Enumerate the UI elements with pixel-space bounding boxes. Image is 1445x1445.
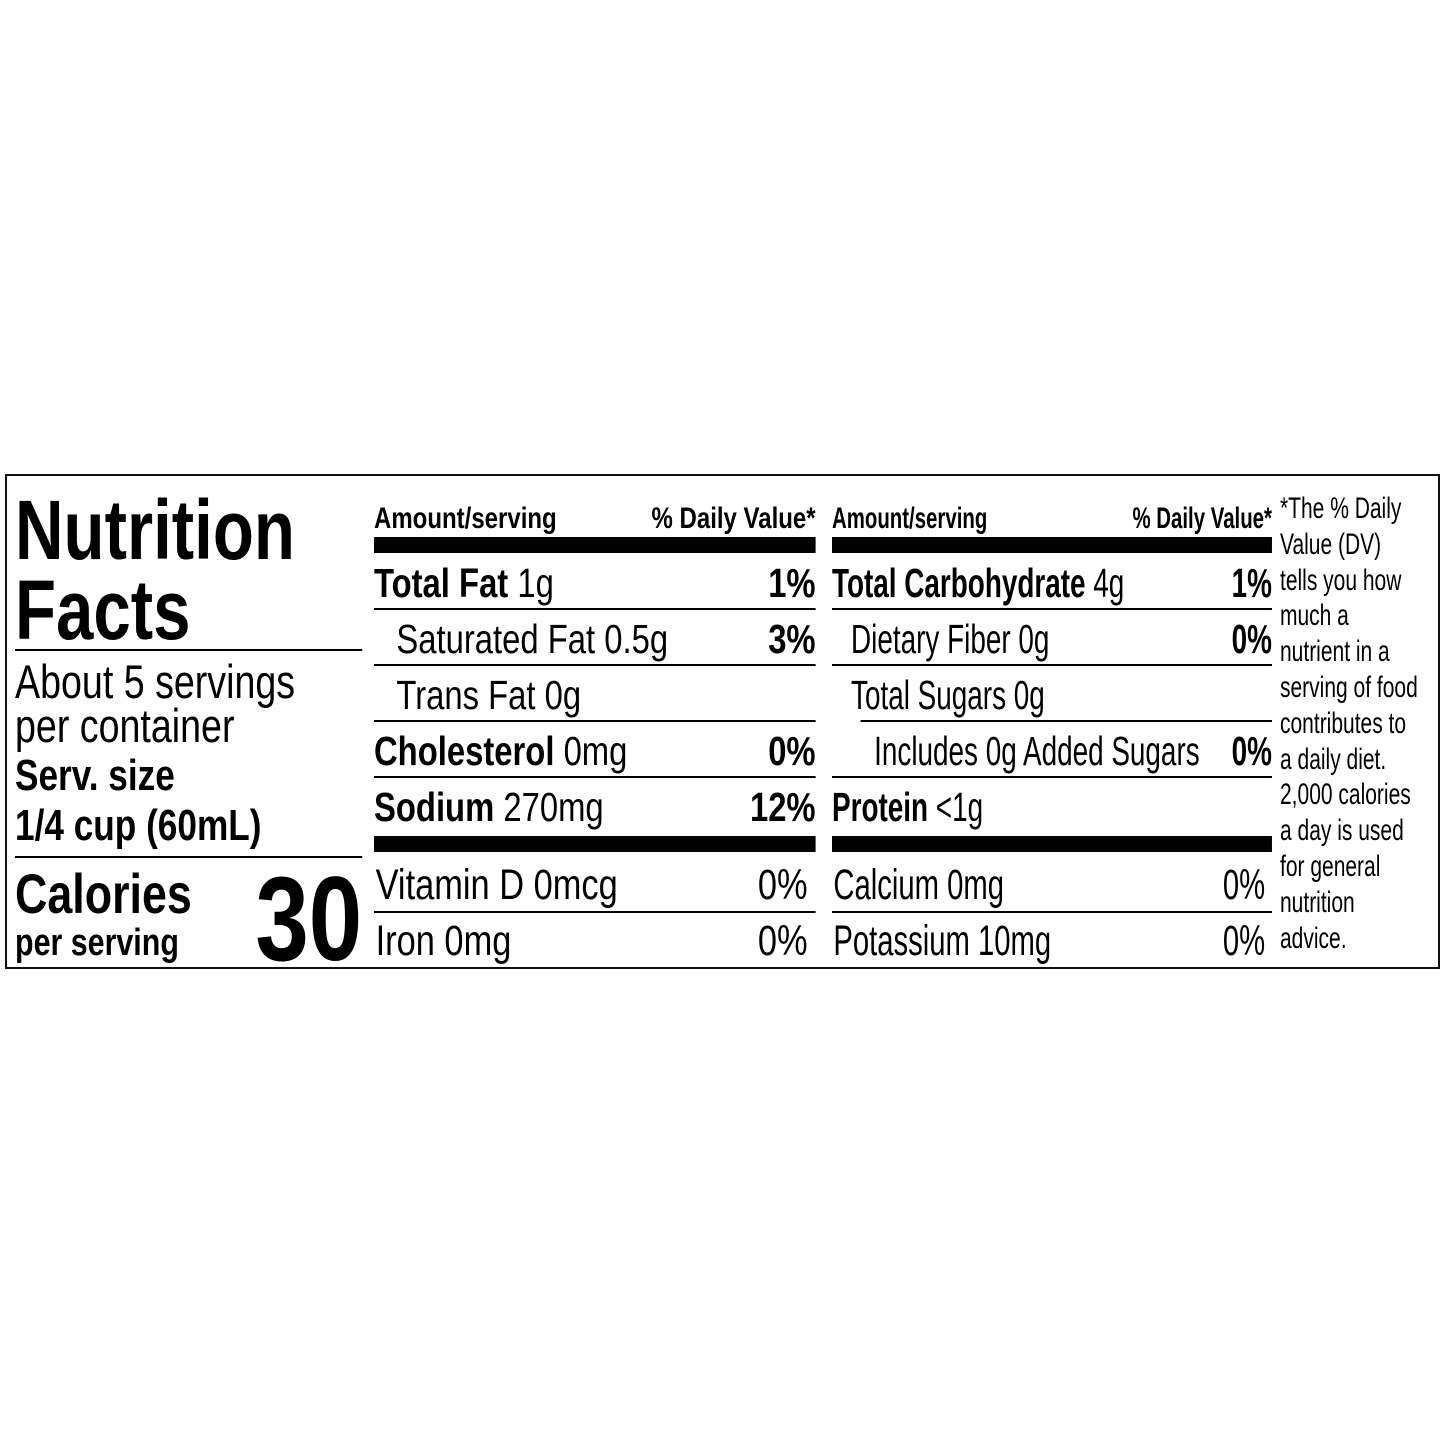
nutrient-amount: 270mg: [503, 784, 604, 830]
nutrient-row: Dietary Fiber 0g: [851, 619, 1049, 660]
footnote-line: *The % Daily: [1280, 492, 1402, 525]
daily-value-footnote: *The % Daily Value (DV) tells you how much …: [1280, 494, 1440, 964]
row-divider: [374, 911, 816, 913]
header-amount: Amount/serving: [832, 502, 988, 535]
footnote-line: nutrient in a: [1280, 635, 1390, 669]
footnote-line: a daily diet.: [1280, 742, 1387, 776]
nutrient-row: Sodium 270mg: [374, 787, 604, 828]
serving-size-value: 1/4 cup (60mL): [15, 801, 262, 850]
nutrient-row: Protein <1g: [832, 787, 983, 828]
vitamin-row-label: Potassium 10mg: [833, 917, 1052, 965]
nutrient-name: Trans Fat: [396, 672, 536, 718]
nutrient-daily-value: 0%: [1231, 728, 1272, 774]
nutrient-name: Total Sugars: [851, 672, 1007, 718]
row-divider: [374, 664, 816, 666]
footnote-line: a day is used: [1280, 814, 1404, 848]
row-divider: [374, 720, 816, 722]
nutrient-row: Total Sugars 0g: [851, 675, 1045, 716]
nutrient-name: Cholesterol: [374, 728, 555, 774]
nutrient-daily-value: 1%: [1231, 560, 1272, 606]
nutrient-daily-value: 0%: [768, 728, 816, 774]
nutrient-name: Total Fat: [374, 560, 509, 606]
vitamin-row-daily-value: 0%: [1222, 861, 1266, 909]
calories-value: 30: [255, 852, 363, 986]
row-divider: [832, 664, 1272, 666]
nutrient-name: Includes 0g Added Sugars: [874, 728, 1200, 774]
nutrient-name: Saturated Fat: [396, 616, 596, 662]
nutrient-name: Sodium: [374, 784, 495, 830]
nutrient-amount: 0.5g: [604, 616, 669, 662]
nutrition-facts-label: [5, 474, 1440, 969]
nutrient-name: Total Carbohydrate: [832, 560, 1086, 606]
footnote-line: contributes to: [1280, 706, 1407, 740]
title-facts: Facts: [15, 563, 191, 657]
nutrient-daily-value: 1%: [768, 560, 816, 606]
nutrient-amount: 1g: [517, 560, 554, 606]
serving-size-label: Serv. size: [15, 751, 175, 800]
servings-per-container: About 5 servings: [15, 655, 296, 708]
title-nutrition: Nutrition: [15, 483, 295, 577]
calories-per-serving: per serving: [15, 922, 179, 964]
footnote-line: for general: [1280, 850, 1381, 883]
nutrient-daily-value: 3%: [768, 616, 816, 662]
vitamin-row-daily-value: 0%: [1222, 917, 1266, 965]
nutrient-amount: 0g: [1013, 672, 1045, 718]
vitamin-row-label: Iron 0mg: [375, 917, 512, 965]
header-daily-value: % Daily Value*: [1132, 502, 1272, 535]
divider: [15, 856, 363, 858]
calories-label: Calories: [15, 862, 192, 925]
nutrient-row: Trans Fat 0g: [396, 675, 581, 716]
footnote-line: much a: [1280, 599, 1349, 633]
nutrient-column-1: Amount/serving % Daily Value* Total Fat 1g…: [374, 474, 816, 969]
divider: [15, 649, 363, 651]
header-amount: Amount/serving: [374, 502, 557, 535]
nutrient-row: Cholesterol 0mg: [374, 731, 627, 772]
nutrient-amount: 0g: [544, 672, 582, 718]
vitamin-row-daily-value: 0%: [757, 861, 808, 909]
nutrient-row: Saturated Fat 0.5g: [396, 619, 668, 660]
nutrient-row: Includes 0g Added Sugars: [874, 731, 1200, 772]
thick-bar: [832, 537, 1272, 553]
vitamin-row-label: Vitamin D 0mcg: [375, 861, 618, 909]
vitamin-row-label: Calcium 0mg: [833, 861, 1004, 909]
nutrient-amount: <1g: [935, 784, 984, 830]
footnote-line: Value (DV): [1280, 527, 1382, 561]
row-divider: [832, 776, 1272, 778]
nutrient-daily-value: 0%: [1231, 616, 1272, 662]
servings-per-container-2: per container: [15, 699, 235, 752]
row-divider: [374, 776, 816, 778]
vitamin-row-daily-value: 0%: [757, 917, 808, 965]
nutrient-amount: 0mg: [563, 728, 628, 774]
thick-bar: [374, 836, 816, 852]
footnote-line: advice.: [1280, 921, 1347, 955]
nutrient-amount: 4g: [1093, 560, 1125, 606]
row-divider: [832, 608, 1272, 610]
footnote-line: serving of food: [1280, 671, 1418, 704]
left-panel: Nutrition Facts About 5 servings per con…: [15, 474, 363, 979]
thick-bar: [374, 537, 816, 553]
row-divider: [374, 608, 816, 610]
nutrient-name: Dietary Fiber: [851, 616, 1011, 662]
thick-bar: [832, 836, 1272, 852]
nutrient-row: Total Carbohydrate 4g: [832, 563, 1124, 604]
footnote-line: 2,000 calories: [1280, 778, 1411, 812]
row-divider: [860, 720, 1272, 722]
nutrient-column-2: Amount/serving% Daily Value* Total Carboh…: [832, 474, 1272, 969]
nutrient-row: Total Fat 1g: [374, 563, 554, 604]
nutrient-amount: 0g: [1018, 616, 1050, 662]
footnote-line: tells you how: [1280, 563, 1402, 597]
footnote-line: nutrition: [1280, 885, 1355, 919]
row-divider: [832, 911, 1272, 913]
nutrient-daily-value: 12%: [749, 784, 816, 830]
nutrient-name: Protein: [832, 784, 929, 830]
header-daily-value: % Daily Value*: [651, 502, 816, 535]
